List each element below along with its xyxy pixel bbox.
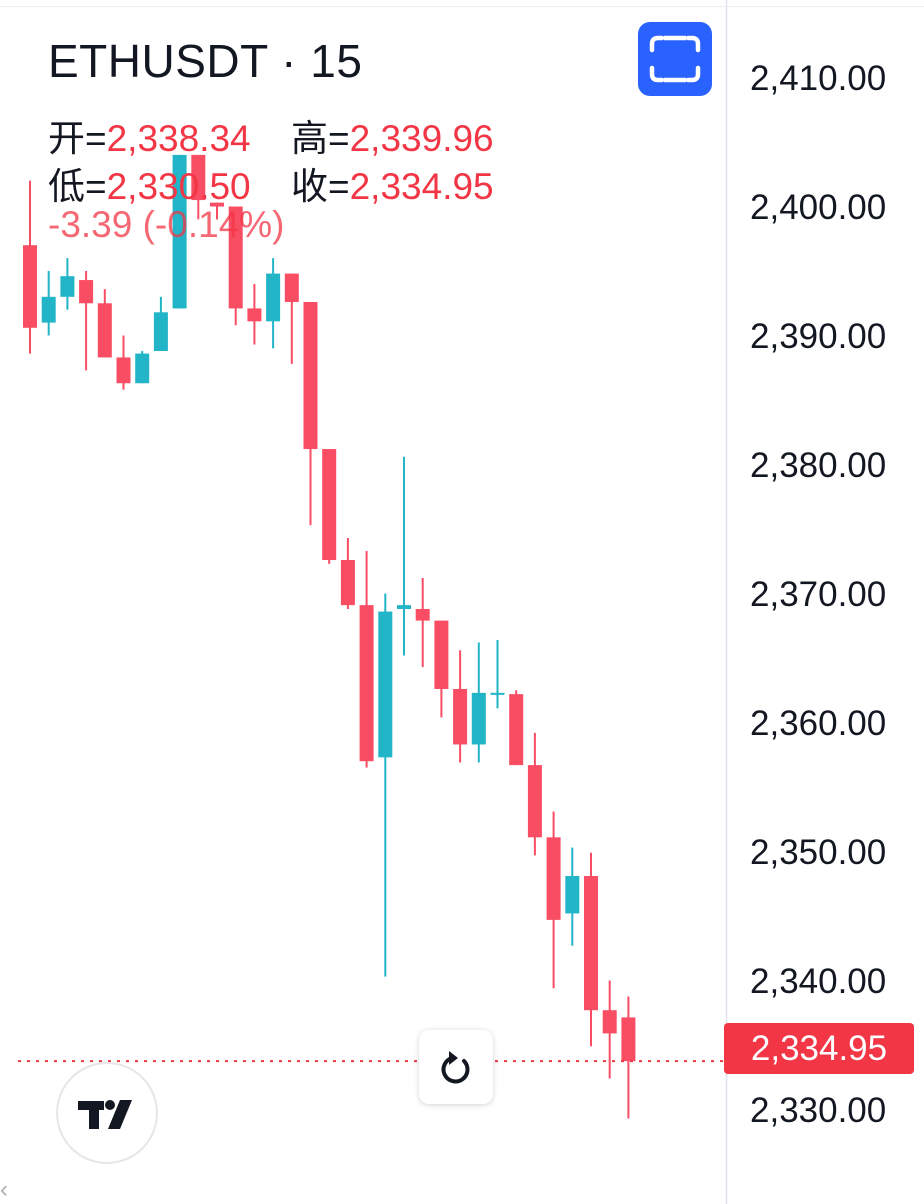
scroll-left-icon[interactable]: ‹	[0, 1176, 8, 1203]
candle-body	[509, 694, 524, 766]
low-readout: 低=2,330.50	[48, 156, 251, 210]
price-label: 2,400.00	[750, 188, 887, 227]
price-label: 2,350.00	[750, 833, 887, 872]
candle-body	[397, 605, 411, 609]
price-label: 2,330.00	[750, 1091, 887, 1130]
candle-body	[266, 273, 281, 322]
candle-body	[471, 692, 486, 745]
low-key: 低=	[48, 166, 107, 207]
last-price-tag: 2,334.95	[724, 1023, 914, 1074]
candle-body	[546, 837, 561, 920]
candle-body	[527, 765, 542, 838]
candle-body	[153, 312, 168, 351]
close-key: 收=	[291, 166, 350, 207]
close-readout: 收=2,334.95	[291, 156, 494, 210]
high-readout: 高=2,339.96	[291, 108, 494, 162]
change-readout: -3.39 (-0.14%)	[48, 204, 285, 245]
candle-body	[210, 202, 224, 207]
candles-group	[23, 154, 636, 1119]
candle-body	[41, 296, 56, 323]
candle-body	[359, 605, 374, 762]
candle-body	[172, 154, 187, 309]
tradingview-logo[interactable]	[56, 1062, 158, 1164]
fullscreen-button[interactable]	[638, 22, 712, 96]
candle-body	[415, 609, 430, 621]
candle-body	[584, 876, 598, 1011]
tradingview-logo-icon	[78, 1100, 132, 1129]
candle-body	[565, 876, 580, 914]
candle-body	[453, 688, 468, 745]
candle-body	[322, 449, 337, 560]
candle-body	[621, 1017, 636, 1062]
candle-body	[284, 273, 299, 302]
close-value: 2,334.95	[349, 166, 494, 207]
candle-body	[247, 308, 262, 322]
candle-body	[135, 353, 150, 384]
candle-body	[97, 303, 112, 358]
high-key: 高=	[291, 118, 350, 159]
price-label: 2,380.00	[750, 446, 887, 485]
price-label: 2,390.00	[750, 317, 887, 356]
candle-body	[434, 620, 449, 689]
price-label: 2,410.00	[750, 59, 887, 98]
symbol-title[interactable]: ETHUSDT · 15	[48, 35, 363, 87]
candle-body	[79, 280, 94, 304]
candle-body	[60, 276, 75, 297]
open-value: 2,338.34	[106, 118, 251, 159]
price-label: 2,370.00	[750, 575, 887, 614]
reset-button[interactable]	[419, 1030, 493, 1104]
price-label: 2,340.00	[750, 962, 887, 1001]
reset-rotate-icon	[441, 1051, 470, 1084]
candle-body	[23, 245, 37, 328]
candle-body	[378, 611, 393, 758]
low-value: 2,330.50	[106, 166, 251, 207]
candle-body	[303, 301, 318, 450]
candle-body	[228, 206, 243, 309]
candle-body	[116, 357, 131, 384]
open-key: 开=	[48, 118, 107, 159]
fullscreen-icon	[649, 35, 701, 83]
candle-body	[602, 1010, 617, 1034]
candle-body	[340, 559, 355, 606]
candle-body	[191, 154, 206, 201]
high-value: 2,339.96	[349, 118, 494, 159]
price-label: 2,360.00	[750, 704, 887, 743]
open-readout: 开=2,338.34	[48, 108, 251, 162]
candle-body	[490, 692, 505, 695]
